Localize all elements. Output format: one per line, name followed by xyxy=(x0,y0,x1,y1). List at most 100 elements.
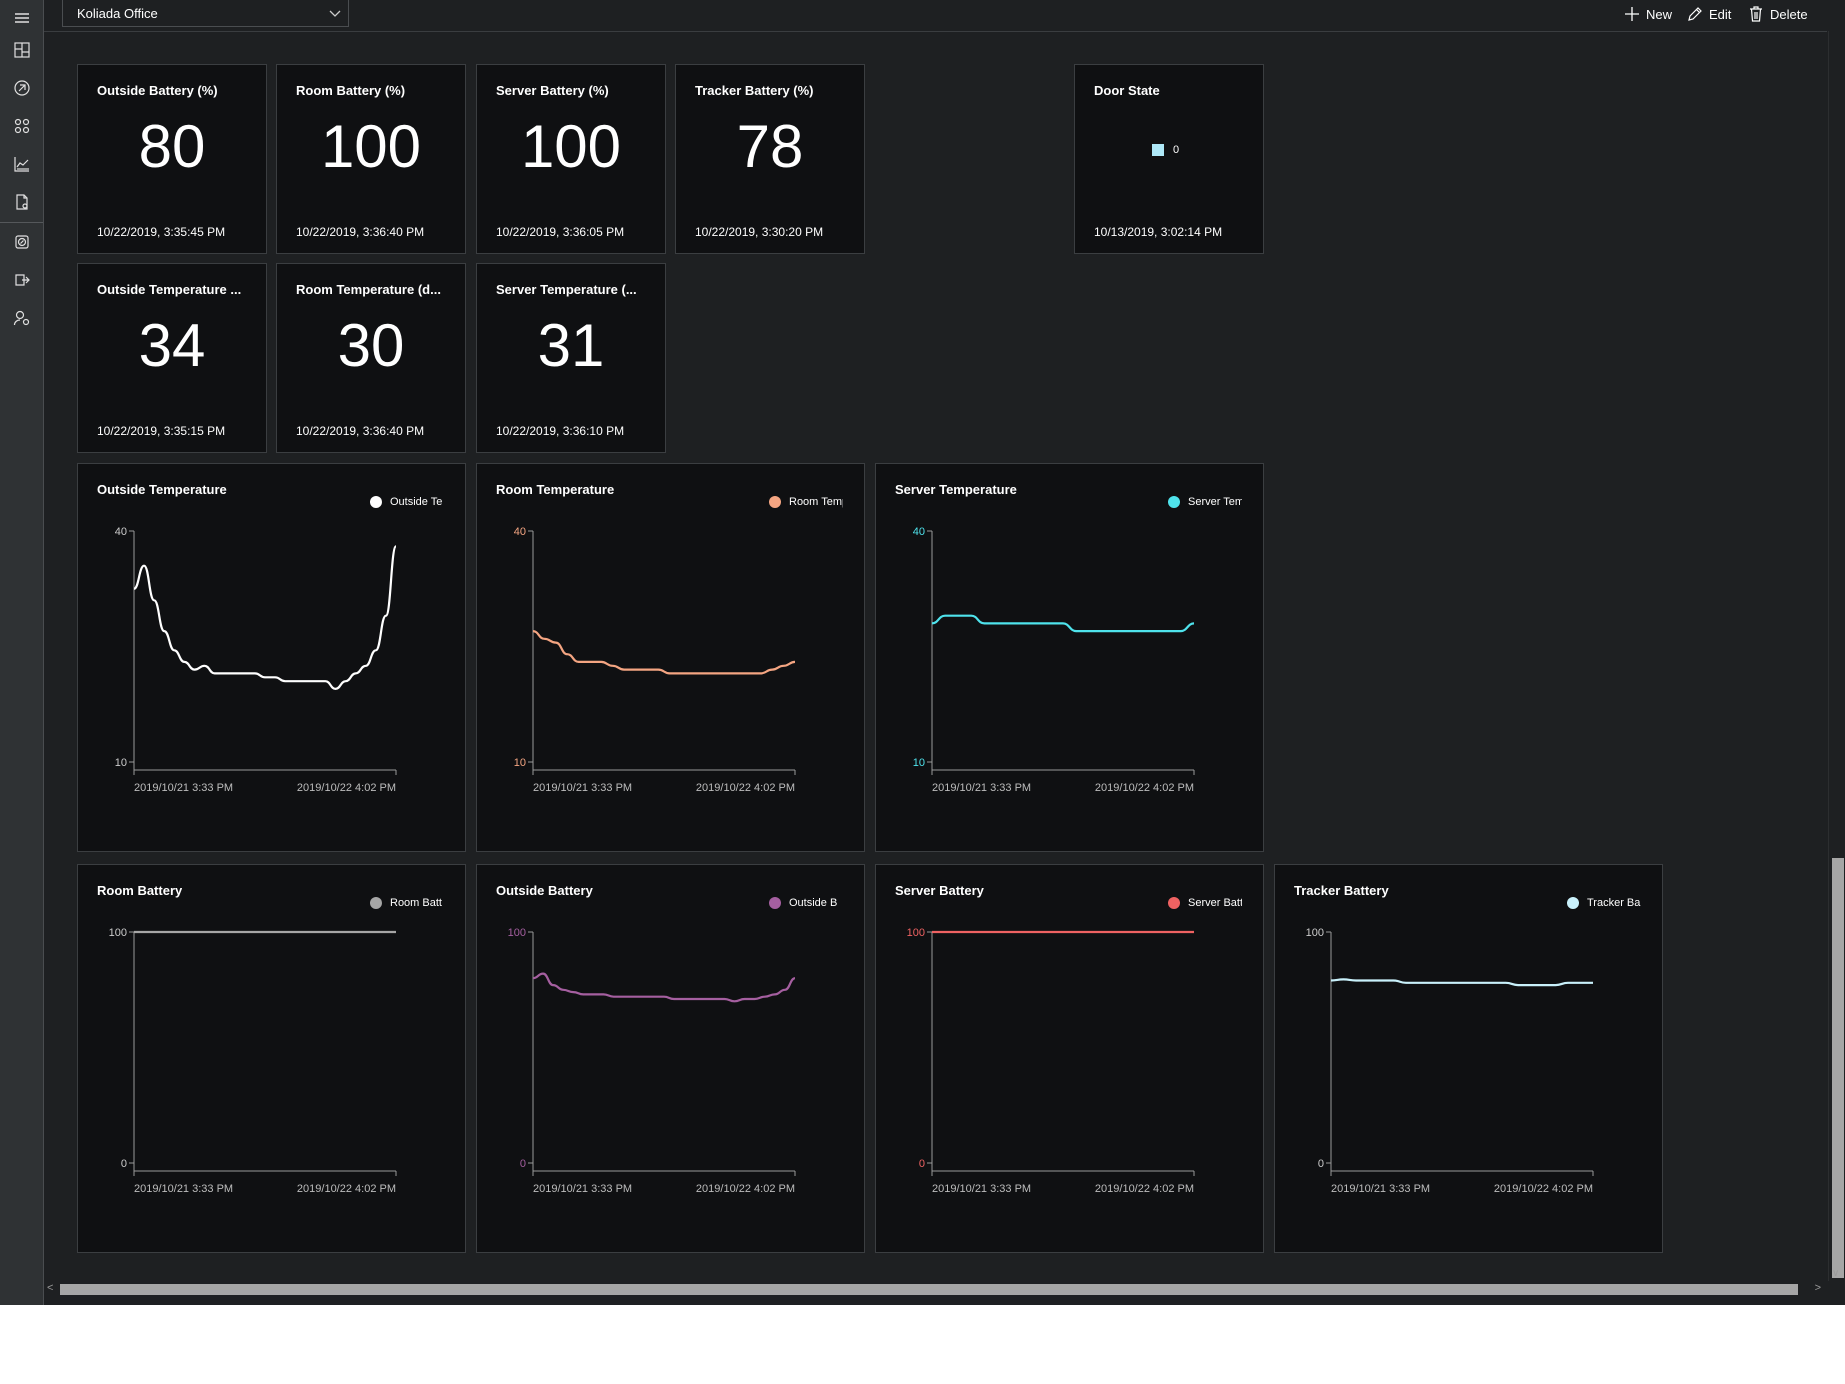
vertical-scrollbar-thumb[interactable] xyxy=(1832,858,1844,1278)
scroll-left-arrow-icon[interactable]: < xyxy=(47,1282,54,1294)
x-tick-label: 2019/10/21 3:33 PM xyxy=(932,782,1031,794)
legend-label[interactable]: Server Temp xyxy=(1188,496,1242,508)
y-tick-label: 100 xyxy=(109,927,127,939)
chart-tile-room-battery[interactable]: Room Battery Room Batt 100 0 2019/10/21 3:33… xyxy=(77,864,466,1253)
kpi-timestamp: 10/22/2019, 3:36:40 PM xyxy=(296,424,425,438)
series-line xyxy=(1330,978,1593,987)
trash-icon xyxy=(1750,6,1762,22)
legend-label[interactable]: Tracker Ba xyxy=(1587,897,1641,909)
nav-divider xyxy=(0,222,43,223)
chart-tile-room-temperature[interactable]: Room Temperature Room Temp 40 10 2019/10/21 … xyxy=(476,463,865,852)
x-tick-label: 2019/10/22 4:02 PM xyxy=(1494,1183,1593,1195)
scroll-down-arrow-icon[interactable]: ∨ xyxy=(1832,1268,1840,1279)
kpi-value: 78 xyxy=(736,113,804,180)
legend-dot[interactable] xyxy=(769,897,781,909)
y-tick-label: 100 xyxy=(1306,927,1324,939)
vertical-scrollbar[interactable]: ∨ xyxy=(1828,31,1845,1281)
scroll-right-arrow-icon[interactable]: > xyxy=(1814,1282,1821,1294)
x-tick-label: 2019/10/21 3:33 PM xyxy=(134,782,233,794)
menu-icon[interactable] xyxy=(0,0,43,36)
administration-icon[interactable] xyxy=(0,300,43,336)
legend-dot[interactable] xyxy=(1567,897,1579,909)
kpi-value: 34 xyxy=(138,312,206,379)
kpi-tile-tracker-battery[interactable]: Tracker Battery (%) 78 10/22/2019, 3:30:… xyxy=(675,64,865,254)
y-tick-label: 100 xyxy=(907,927,925,939)
chart-tile-tracker-battery[interactable]: Tracker Battery Tracker Ba 100 0 2019/10/21 … xyxy=(1274,864,1663,1253)
tile-title: Outside Battery (%) xyxy=(97,83,218,98)
x-tick-label: 2019/10/22 4:02 PM xyxy=(696,1183,795,1195)
kpi-tile-server-battery[interactable]: Server Battery (%) 100 10/22/2019, 3:36:… xyxy=(476,64,666,254)
legend-label[interactable]: Server Batt xyxy=(1188,897,1242,909)
door-state-legend-swatch xyxy=(1152,144,1164,156)
chart-plot: 40 10 2019/10/21 3:33 PM 2019/10/22 4:02 PM xyxy=(514,526,796,794)
kpi-timestamp: 10/22/2019, 3:30:20 PM xyxy=(695,225,824,239)
y-tick-label: 10 xyxy=(913,757,925,769)
legend-label[interactable]: Outside Te xyxy=(390,496,443,508)
legend-label[interactable]: Outside B xyxy=(789,897,838,909)
door-state-tile[interactable]: Door State 0 10/13/2019, 3:02:14 PM xyxy=(1074,64,1264,254)
chart-plot: 100 0 2019/10/21 3:33 PM 2019/10/22 4:02 PM xyxy=(109,927,397,1195)
kpi-value: 31 xyxy=(537,312,605,379)
y-tick-label: 40 xyxy=(514,526,526,538)
left-nav xyxy=(0,0,44,1305)
dashboard-icon[interactable] xyxy=(0,32,43,68)
delete-button[interactable]: Delete xyxy=(1748,4,1808,24)
app-selector-dropdown[interactable]: Koliada Office xyxy=(62,0,349,27)
legend-dot[interactable] xyxy=(370,897,382,909)
x-tick-label: 2019/10/22 4:02 PM xyxy=(1095,782,1194,794)
chart-plot: 40 10 2019/10/21 3:33 PM 2019/10/22 4:02 PM xyxy=(115,526,398,794)
edit-button[interactable]: Edit xyxy=(1687,4,1731,24)
kpi-tile-server-temperature[interactable]: Server Temperature (... 31 10/22/2019, 3… xyxy=(476,263,666,453)
y-tick-label: 0 xyxy=(919,1158,925,1170)
plus-icon xyxy=(1625,7,1639,21)
device-groups-icon[interactable] xyxy=(0,108,43,144)
new-button-label: New xyxy=(1646,6,1673,22)
horizontal-scrollbar-thumb[interactable] xyxy=(60,1284,1798,1295)
x-tick-label: 2019/10/22 4:02 PM xyxy=(1095,1183,1194,1195)
kpi-timestamp: 10/22/2019, 3:36:40 PM xyxy=(296,225,425,239)
x-tick-label: 2019/10/21 3:33 PM xyxy=(134,1183,233,1195)
legend-dot[interactable] xyxy=(370,496,382,508)
analytics-icon[interactable] xyxy=(0,146,43,182)
series-line xyxy=(133,545,398,690)
chart-plot: 100 0 2019/10/21 3:33 PM 2019/10/22 4:02 PM xyxy=(907,927,1195,1195)
chart-plot: 40 10 2019/10/21 3:33 PM 2019/10/22 4:02 PM xyxy=(913,526,1195,794)
legend-label[interactable]: Room Temp xyxy=(789,496,843,508)
tile-title: Room Battery (%) xyxy=(296,83,406,98)
chart-tile-server-battery[interactable]: Server Battery Server Batt 100 0 2019/10/21 … xyxy=(875,864,1264,1253)
kpi-value: 100 xyxy=(520,113,622,180)
x-tick-label: 2019/10/21 3:33 PM xyxy=(533,782,632,794)
horizontal-scrollbar[interactable]: < > xyxy=(44,1281,1827,1297)
legend-dot[interactable] xyxy=(1168,897,1180,909)
kpi-tile-room-temperature[interactable]: Room Temperature (d... 30 10/22/2019, 3:… xyxy=(276,263,466,453)
y-tick-label: 40 xyxy=(115,526,127,538)
x-tick-label: 2019/10/22 4:02 PM xyxy=(297,782,396,794)
app-shell: Koliada Office New Edit Delete Outside B… xyxy=(0,0,1845,1305)
device-templates-icon[interactable] xyxy=(0,224,43,260)
device-explorer-icon[interactable] xyxy=(0,70,43,106)
new-button[interactable]: New xyxy=(1624,4,1672,24)
pencil-icon xyxy=(1688,7,1702,21)
series-line xyxy=(931,614,1195,633)
legend-dot[interactable] xyxy=(769,496,781,508)
data-export-icon[interactable] xyxy=(0,262,43,298)
chart-tile-outside-temperature[interactable]: Outside Temperature Outside Te 40 10 2019/10… xyxy=(77,463,466,852)
chart-tile-outside-battery[interactable]: Outside Battery Outside B 100 0 2019/10/21 3… xyxy=(476,864,865,1253)
legend-label[interactable]: Room Batt xyxy=(390,897,442,909)
series-line xyxy=(532,972,796,1003)
tile-title: Server Battery (%) xyxy=(496,83,609,98)
y-tick-label: 40 xyxy=(913,526,925,538)
kpi-value: 80 xyxy=(138,113,206,180)
kpi-timestamp: 10/22/2019, 3:35:15 PM xyxy=(97,424,226,438)
kpi-tile-room-battery[interactable]: Room Battery (%) 100 10/22/2019, 3:36:40… xyxy=(276,64,466,254)
kpi-tile-outside-battery[interactable]: Outside Battery (%) 80 10/22/2019, 3:35:… xyxy=(77,64,267,254)
y-tick-label: 0 xyxy=(121,1158,127,1170)
kpi-timestamp: 10/13/2019, 3:02:14 PM xyxy=(1094,225,1223,239)
kpi-tile-outside-temperature[interactable]: Outside Temperature ... 34 10/22/2019, 3… xyxy=(77,263,267,453)
app-selector-label: Koliada Office xyxy=(77,6,158,21)
tile-title: Tracker Battery (%) xyxy=(695,83,814,98)
legend-dot[interactable] xyxy=(1168,496,1180,508)
jobs-icon[interactable] xyxy=(0,184,43,220)
y-tick-label: 10 xyxy=(514,757,526,769)
